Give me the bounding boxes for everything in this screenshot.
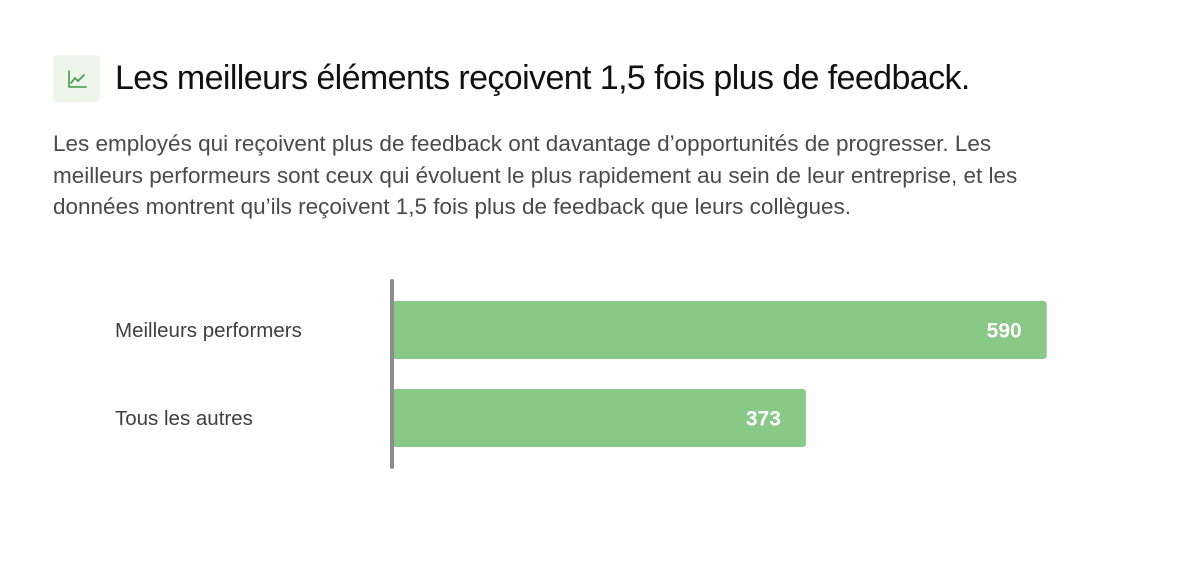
bar-value-label: 590 bbox=[987, 320, 1022, 343]
trending-up-icon-glyph bbox=[67, 69, 87, 88]
bar-0 bbox=[392, 301, 1047, 359]
bar-1 bbox=[392, 389, 806, 447]
category-label: Tous les autres bbox=[115, 407, 253, 430]
description-text: Les employés qui reçoivent plus de feedb… bbox=[53, 131, 1018, 219]
category-label: Meilleurs performers bbox=[115, 319, 302, 342]
page-title: Les meilleurs éléments reçoivent 1,5 foi… bbox=[115, 59, 970, 97]
bar-value-label: 373 bbox=[746, 408, 781, 431]
trending-up-icon bbox=[53, 55, 100, 102]
header: Les meilleurs éléments reçoivent 1,5 foi… bbox=[53, 55, 970, 102]
